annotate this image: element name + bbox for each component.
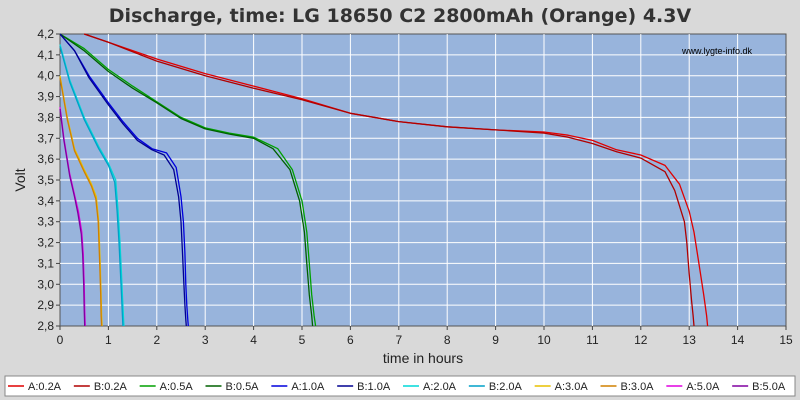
- x-tick-label: 10: [537, 333, 551, 347]
- legend-item: A:1.0A: [271, 381, 325, 393]
- chart-title: Discharge, time: LG 18650 C2 2800mAh (Or…: [109, 5, 692, 27]
- y-tick-label: 3,4: [37, 194, 54, 208]
- legend-item: A:0.2A: [8, 381, 62, 393]
- legend-label: A:1.0A: [291, 381, 325, 393]
- y-tick-label: 3,6: [37, 152, 54, 166]
- y-tick-label: 3,7: [37, 131, 54, 145]
- series-line-a-0-2a: [83, 33, 709, 327]
- legend-item: A:5.0A: [666, 381, 720, 393]
- legend-label: B:0.5A: [226, 381, 260, 393]
- x-tick-label: 14: [731, 333, 745, 347]
- legend-item: B:5.0A: [732, 381, 786, 393]
- series-line-b-0-2a: [83, 33, 695, 327]
- x-tick-label: 13: [683, 333, 697, 347]
- x-tick-labels: 0 1 2 3 4 5 6 7 8 9 10 11 12 13 14 15: [57, 326, 793, 347]
- legend-item: A:2.0A: [403, 381, 457, 393]
- series-line-b-0-5a: [59, 33, 314, 327]
- y-tick-label: 3,9: [37, 90, 54, 104]
- legend-item: A:0.5A: [139, 381, 194, 393]
- legend-label: B:5.0A: [752, 381, 786, 393]
- watermark: www.lygte-info.dk: [681, 46, 753, 56]
- series-line-b-1-0a: [59, 33, 187, 327]
- x-tick-label: 12: [634, 333, 648, 347]
- y-tick-label: 3,8: [37, 110, 54, 124]
- y-tick-label: 3,0: [37, 277, 54, 291]
- legend-label: B:1.0A: [357, 381, 391, 393]
- x-tick-label: 8: [444, 333, 451, 347]
- legend-label: B:0.2A: [94, 381, 128, 393]
- series-layer: [59, 33, 709, 327]
- series-line-a-1-0a: [59, 33, 189, 327]
- series-line-a-2-0a: [59, 44, 125, 327]
- x-tick-label: 4: [250, 333, 257, 347]
- y-tick-label: 4,1: [37, 48, 54, 62]
- legend-item: B:3.0A: [600, 381, 655, 393]
- legend-label: A:2.0A: [423, 381, 457, 393]
- y-tick-label: 4,0: [37, 69, 54, 83]
- y-tick-label: 2,8: [37, 319, 54, 333]
- y-tick-label: 3,2: [37, 236, 54, 250]
- y-tick-label: 3,5: [37, 173, 54, 187]
- y-axis-label: Volt: [12, 168, 28, 191]
- legend-item: B:0.5A: [205, 381, 260, 393]
- x-tick-label: 5: [299, 333, 306, 347]
- y-tick-label: 3,3: [37, 215, 54, 229]
- legend-label: B:2.0A: [489, 381, 523, 393]
- x-tick-label: 9: [492, 333, 499, 347]
- legend-label: A:5.0A: [686, 381, 720, 393]
- y-tick-label: 3,1: [37, 256, 54, 270]
- x-tick-label: 15: [779, 333, 793, 347]
- x-tick-label: 2: [153, 333, 160, 347]
- y-tick-labels: 2,8 2,9 3,0 3,1 3,2 3,3 3,4 3,5 3,6 3,7 3,8 3,9 4,0 4…: [37, 27, 60, 333]
- legend-item: A:3.0A: [534, 381, 589, 393]
- legend-item: B:0.2A: [73, 381, 128, 393]
- series-line-b-3-0a: [59, 77, 103, 327]
- legend-box: [4, 375, 796, 397]
- series-line-b-2-0a: [59, 46, 124, 327]
- x-tick-label: 7: [395, 333, 402, 347]
- y-tick-label: 4,2: [37, 27, 54, 41]
- x-tick-label: 3: [202, 333, 209, 347]
- legend-label: A:0.2A: [28, 381, 62, 393]
- legend-label: A:0.5A: [160, 381, 194, 393]
- series-line-a-0-5a: [59, 33, 317, 327]
- x-axis-label: time in hours: [383, 350, 463, 366]
- x-tick-label: 6: [347, 333, 354, 347]
- legend-label: B:3.0A: [621, 381, 655, 393]
- x-tick-label: 1: [105, 333, 112, 347]
- grid-lines: [60, 34, 786, 326]
- series-line-b-5-0a: [59, 109, 86, 327]
- legend-item: B:1.0A: [337, 381, 391, 393]
- y-tick-label: 2,9: [37, 298, 54, 312]
- legend-item: B:2.0A: [468, 381, 523, 393]
- legend: A:0.2A B:0.2A A:0.5A B:0.5A A:1.0A B:1.0A A:2.…: [8, 381, 786, 393]
- x-tick-label: 11: [586, 333, 599, 347]
- x-tick-label: 0: [57, 333, 64, 347]
- legend-label: A:3.0A: [555, 381, 589, 393]
